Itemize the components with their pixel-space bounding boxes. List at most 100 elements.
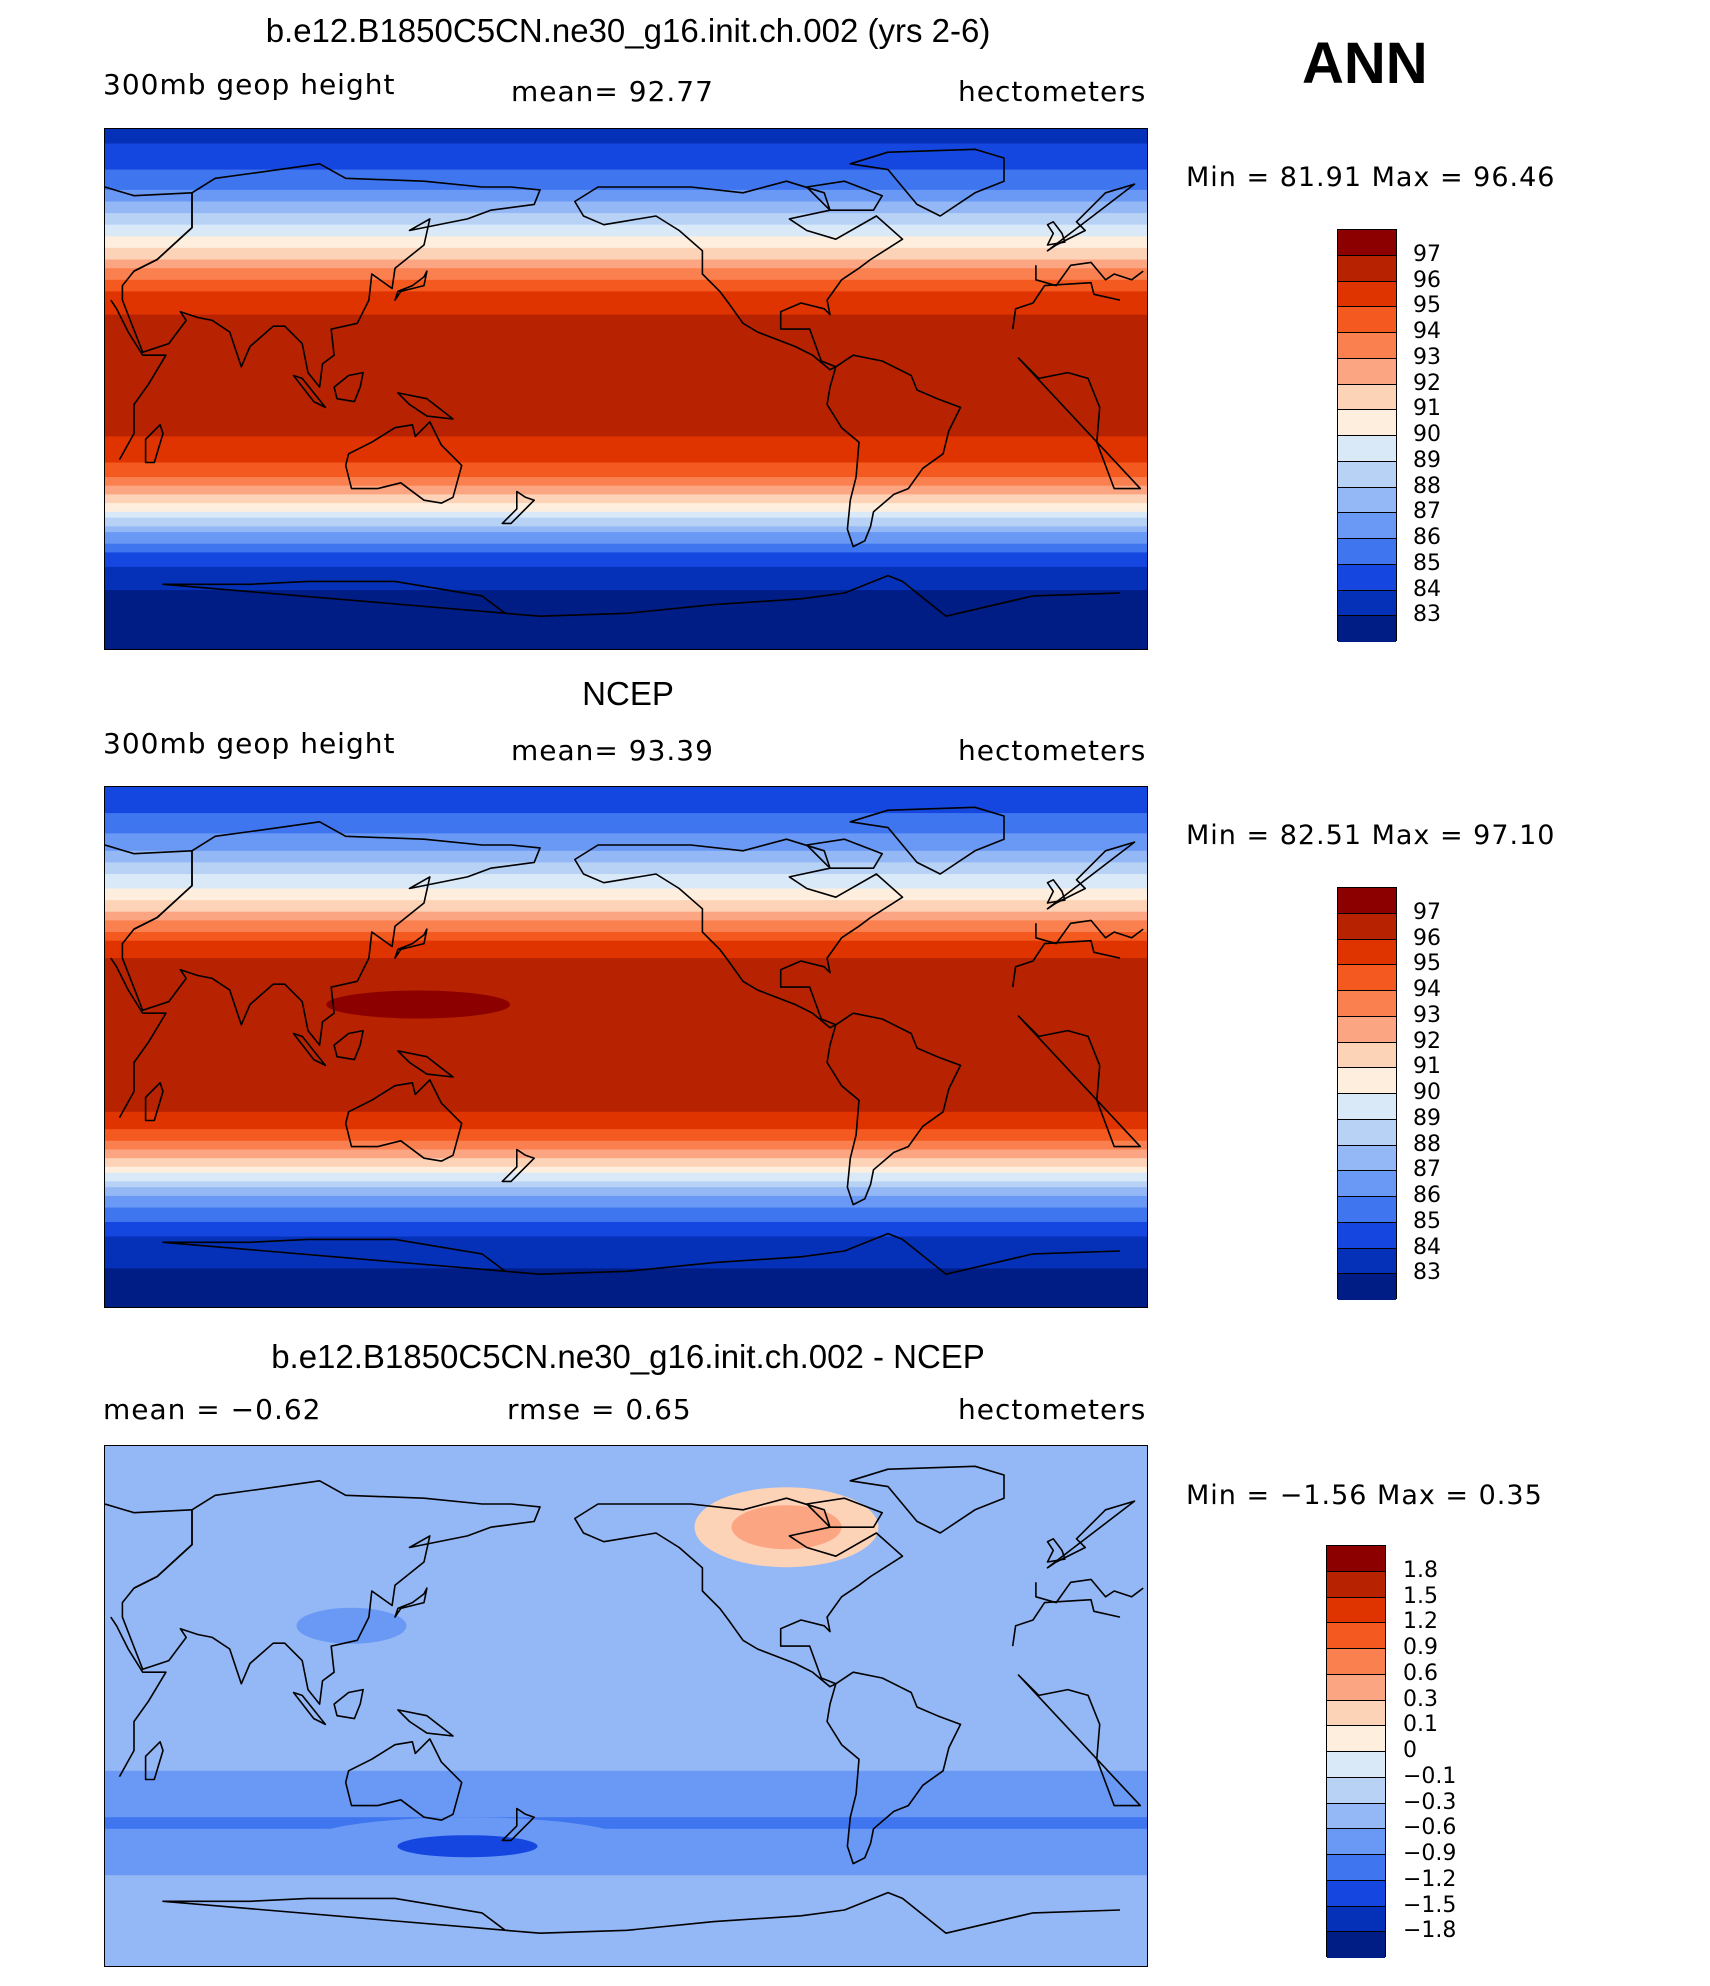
contour-band: [105, 642, 1147, 646]
coastline-uk: [1046, 1538, 1066, 1563]
contour-band: [105, 833, 1147, 837]
contour-band: [105, 1689, 1147, 1694]
contour-band: [105, 1573, 1147, 1578]
contour-band: [105, 1892, 1147, 1897]
contour-band: [105, 355, 1147, 359]
colorbar-box: [1327, 1597, 1385, 1624]
contour-band: [105, 1799, 1147, 1804]
contour-band: [105, 1019, 1147, 1023]
contour-band: [105, 1251, 1147, 1255]
contour-band: [105, 343, 1147, 348]
contour-band: [105, 479, 1147, 484]
contour-band: [105, 465, 1147, 469]
contour-band: [105, 552, 1147, 556]
coastline-borneo: [333, 371, 364, 403]
coastline-africa: [110, 1598, 1142, 1807]
contour-band: [105, 842, 1147, 846]
contour-band: [105, 178, 1147, 182]
colorbar-box: [1338, 1068, 1396, 1094]
panel-2-contour-plot: [105, 787, 1147, 1307]
colorbar-label: 1.8: [1403, 1557, 1438, 1583]
contour-band: [105, 1796, 1147, 1801]
contour-band: [105, 427, 1147, 432]
contour-band: [105, 578, 1147, 582]
contour-band: [105, 1599, 1147, 1604]
contour-band: [105, 1692, 1147, 1696]
contour-band: [105, 943, 1147, 948]
contour-band: [105, 1547, 1147, 1551]
contour-band: [105, 488, 1147, 493]
colorbar-box: [1327, 1906, 1385, 1933]
contour-band: [105, 320, 1147, 324]
coastline-n_america: [574, 838, 904, 1029]
contour-band: [105, 1863, 1147, 1868]
contour-band: [105, 1518, 1147, 1522]
contour-band: [105, 1785, 1147, 1789]
contour-band: [105, 853, 1147, 858]
contour-band: [105, 482, 1147, 487]
coastline-antarctica: [162, 1232, 1121, 1275]
colorbar-box: [1327, 1829, 1385, 1855]
contour-band: [105, 1106, 1147, 1110]
contour-band: [105, 407, 1147, 411]
contour-band: [105, 1227, 1147, 1232]
colorbar-box: [1327, 1649, 1385, 1675]
contour-band: [105, 1004, 1147, 1008]
contour-band: [105, 1643, 1147, 1647]
contour-band: [105, 1230, 1147, 1235]
contour-band: [105, 961, 1147, 965]
colorbar-label: 93: [1413, 344, 1441, 370]
colorbar-label: 95: [1413, 293, 1441, 319]
contour-band: [105, 613, 1147, 617]
contour-band: [105, 1959, 1147, 1963]
contour-band: [105, 1509, 1147, 1514]
contour-band: [105, 1881, 1147, 1885]
contour-band: [105, 1811, 1147, 1815]
contour-band: [105, 274, 1147, 278]
contour-band: [105, 581, 1147, 585]
contour-band: [105, 421, 1147, 426]
panel-1-map: [104, 128, 1148, 650]
contour-band: [105, 1556, 1147, 1560]
contour-band: [105, 1637, 1147, 1641]
coastline-japan: [394, 1587, 428, 1618]
contour-band: [105, 590, 1147, 594]
contour-band: [105, 891, 1147, 895]
contour-band: [105, 540, 1147, 545]
contour-band: [105, 975, 1147, 979]
contour-band: [105, 1303, 1147, 1307]
contour-band: [105, 1678, 1147, 1682]
contour-band: [105, 847, 1147, 852]
contour-band: [105, 131, 1147, 136]
coastline-s_america: [826, 1012, 962, 1206]
contour-band: [105, 340, 1147, 345]
contour-band: [105, 1475, 1147, 1479]
contour-band: [105, 384, 1147, 388]
contour-band: [105, 1117, 1147, 1122]
contour-band: [105, 1451, 1147, 1456]
contour-band: [105, 262, 1147, 266]
contour-band: [105, 1593, 1147, 1598]
contour-band: [105, 390, 1147, 394]
colorbar-box: [1327, 1777, 1385, 1804]
contour-band: [105, 323, 1147, 327]
contour-band: [105, 1886, 1147, 1891]
contour-band: [105, 1135, 1147, 1139]
contour-band: [105, 1077, 1147, 1081]
contour-band: [105, 1074, 1147, 1078]
contour-band: [105, 1248, 1147, 1252]
colorbar-box: [1338, 616, 1396, 642]
contour-band: [105, 337, 1147, 342]
contour-band: [105, 1198, 1147, 1203]
coastline-japan: [394, 270, 428, 301]
contour-band: [105, 192, 1147, 197]
contour-band: [105, 1695, 1147, 1699]
contour-band: [105, 1901, 1147, 1905]
coastline-baffin: [806, 838, 883, 869]
contour-band: [105, 981, 1147, 985]
contour-band: [105, 137, 1147, 142]
colorbar-label: 85: [1413, 1208, 1441, 1234]
contour-band: [105, 984, 1147, 988]
colorbar-label: 83: [1413, 1260, 1441, 1286]
contour-band: [105, 1904, 1147, 1908]
